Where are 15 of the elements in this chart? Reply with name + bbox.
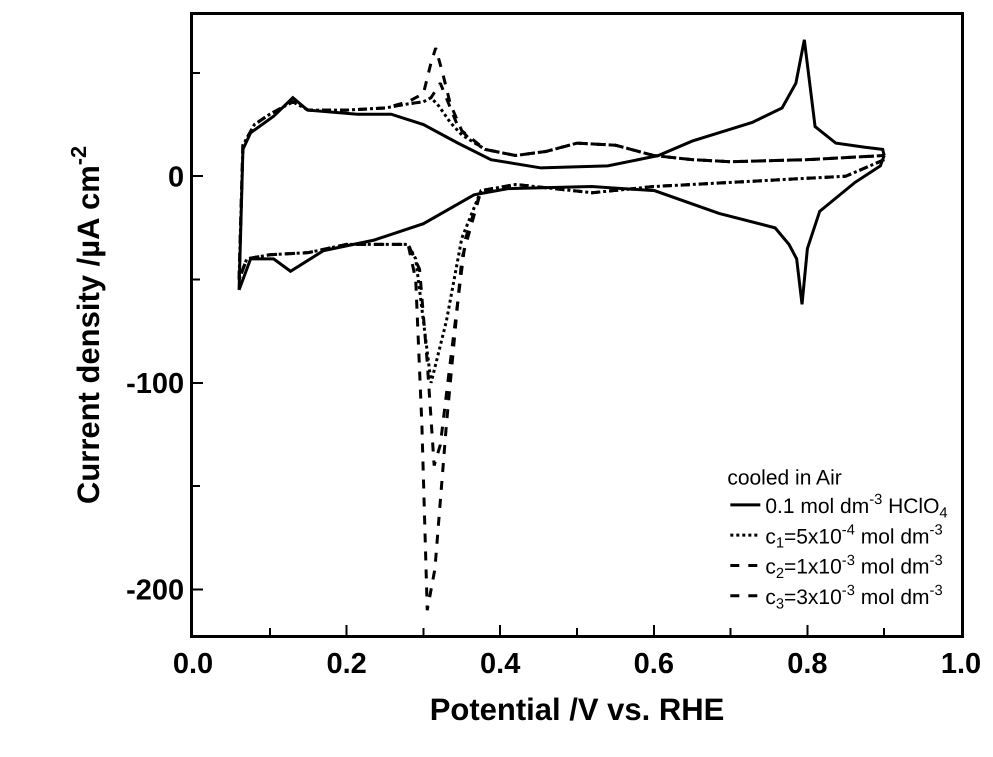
legend-label: c$_{1}$=5x10$^{-4}$ mol dm$^{-3}$: [765, 522, 943, 552]
y-tick-label: 0: [168, 161, 184, 194]
x-tick-label: 0.2: [326, 648, 367, 680]
legend-label: c$_{3}$=3x10$^{-3}$ mol dm$^{-3}$: [765, 583, 943, 612]
legend-label: c$_{2}$=1x10$^{-3}$ mol dm$^{-3}$: [765, 552, 943, 582]
x-axis-title: Potential /V vs. RHE: [430, 692, 724, 727]
x-tick-label: 1.0: [940, 648, 982, 680]
x-tick-label: 0.8: [787, 648, 828, 680]
legend-title: cooled in Air: [727, 466, 842, 490]
x-tick-label: 0.0: [172, 648, 214, 680]
y-tick-label: -200: [126, 574, 184, 607]
legend-label: 0.1 mol dm$^{-3}$ HClO$_{4}$: [765, 492, 948, 522]
x-tick-label: 0.4: [480, 648, 520, 680]
x-tick-label: 0.6: [634, 648, 674, 680]
y-tick-label: -100: [126, 368, 184, 400]
